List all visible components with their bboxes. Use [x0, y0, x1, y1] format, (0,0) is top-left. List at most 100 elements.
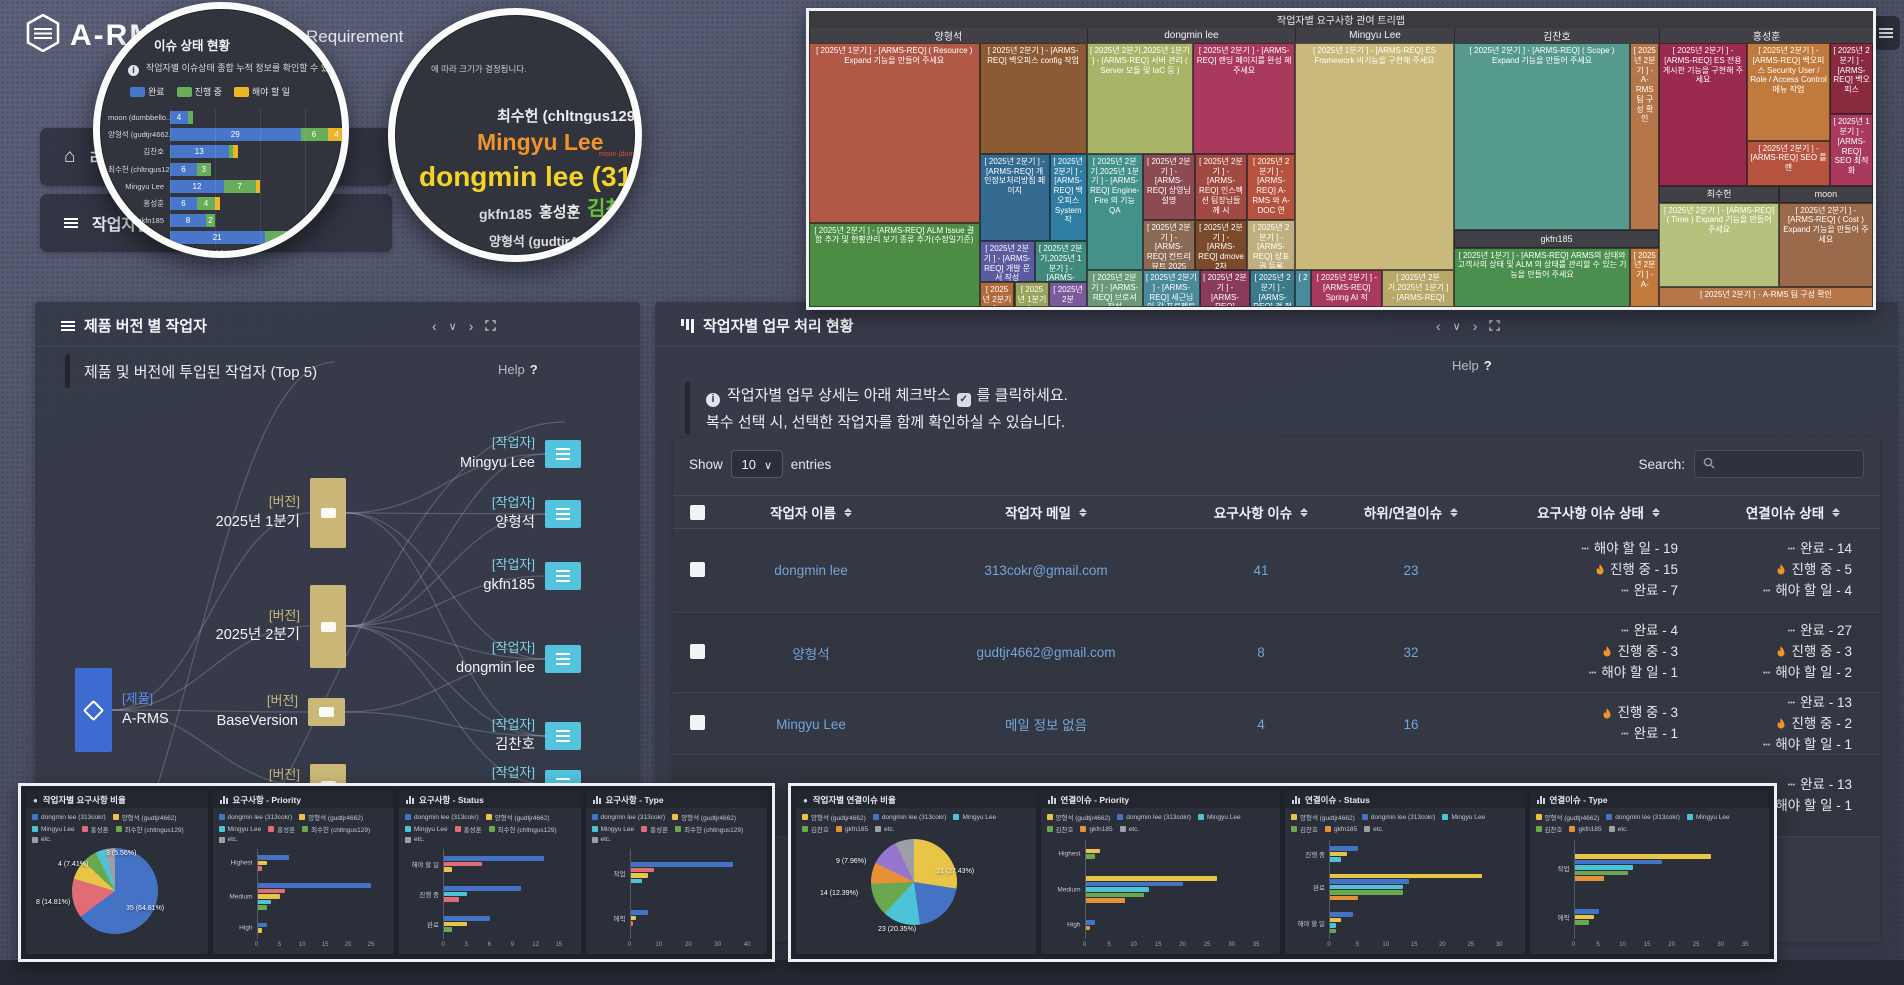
treemap-cell[interactable]: [ 2025년 1분기 ] - [ARMS-REQ] ARMS의 상태와 고객사…	[1453, 247, 1631, 307]
treemap-cell[interactable]: [ 2025년 2분기 ] - [ARMS-REQ] 인스펙션 팀장님들께 시	[1194, 153, 1248, 220]
worker-name-cell[interactable]: dongmin lee	[774, 563, 848, 578]
bar[interactable]	[1085, 881, 1184, 887]
treemap-cell[interactable]: [ 2025년 2분기 ] - [ARMS-REQ] 컨트리뷰트 2025 Op…	[1142, 219, 1195, 271]
row-checkbox[interactable]	[689, 715, 705, 731]
treemap-cell[interactable]: [ 2025년 1분기 ] - [ARMS-REQ] ES Framework …	[1295, 43, 1454, 271]
table-select-all[interactable]	[673, 504, 721, 520]
treemap-cell[interactable]: [ 2025년 2분	[1049, 281, 1087, 307]
treemap-cell[interactable]: [ 2025년 2분기 ] - [ARMS-REQ] ALM Issue 결함 …	[809, 222, 980, 307]
worker-node[interactable]	[545, 562, 581, 590]
row-checkbox[interactable]	[689, 643, 705, 659]
bar[interactable]	[444, 856, 544, 861]
bar[interactable]	[444, 891, 467, 897]
bar[interactable]	[630, 878, 643, 884]
bar[interactable]	[1085, 887, 1149, 892]
version-node[interactable]	[310, 478, 346, 548]
bar[interactable]	[1574, 859, 1663, 865]
worker-node[interactable]	[545, 722, 581, 750]
sort-icon[interactable]	[1450, 504, 1458, 521]
collapse-right-icon[interactable]	[469, 319, 474, 333]
bar[interactable]	[444, 861, 483, 867]
treemap-cell[interactable]: [ 2025년 2분기,2025년 1분기 ] - [ARMS-REQ] Eng…	[1034, 241, 1087, 282]
row-checkbox[interactable]	[689, 561, 705, 577]
bar[interactable]	[1330, 879, 1409, 884]
treemap-cell[interactable]: [ 2025년 2분기 ] - [ARMS-REQ] 상표권 등록	[1247, 219, 1296, 271]
bar[interactable]	[1330, 917, 1342, 922]
sort-icon[interactable]	[1832, 504, 1840, 521]
treemap-cell[interactable]: [ 2025년 2분기 ] - [ARMS-REQ] 랜딩 페이지를 완성 해 …	[1193, 43, 1296, 154]
bar[interactable]	[1330, 912, 1353, 917]
treemap-cell[interactable]: [ 2025년 2분기 ] - A-RMS 팀 구성 확인	[1630, 43, 1660, 231]
bar[interactable]	[630, 873, 648, 878]
bar[interactable]	[444, 921, 467, 927]
bar[interactable]	[1330, 857, 1342, 862]
bar[interactable]	[257, 905, 267, 910]
collapse-right-icon[interactable]	[1473, 319, 1478, 333]
table-header-col-1[interactable]: 작업자 메일	[901, 502, 1191, 522]
bar[interactable]	[1574, 854, 1712, 859]
bar[interactable]	[630, 910, 648, 915]
bar[interactable]	[257, 855, 290, 860]
bar[interactable]	[257, 899, 272, 905]
help-button[interactable]: Help?	[1452, 358, 1492, 373]
bar[interactable]	[444, 886, 521, 891]
bar[interactable]	[1574, 865, 1634, 870]
collapse-left-icon[interactable]	[1436, 319, 1441, 333]
bar[interactable]	[257, 883, 371, 888]
treemap-cell[interactable]: [ 2025년 2분기 ] - [ARMS-REQ] 브로셔 작성	[1086, 270, 1143, 307]
bar[interactable]	[1330, 884, 1404, 889]
bar[interactable]	[257, 866, 263, 871]
treemap-cell[interactable]: [ 2025년 2분기 ] - A-	[1630, 247, 1660, 307]
bar[interactable]	[257, 922, 267, 928]
help-button[interactable]: Help?	[498, 362, 538, 377]
treemap-cell[interactable]: [ 2025년 2분기 ] - [ARMS-REQ] 백오피스	[1830, 43, 1873, 115]
bar[interactable]	[257, 860, 267, 866]
nav-item-requirement[interactable]: Requirement	[306, 27, 404, 46]
bar[interactable]	[1330, 923, 1336, 928]
pie-chart[interactable]	[71, 848, 158, 934]
treemap-cell[interactable]: [ 2025년 2분기 ] - [ARMS-REQ] 격 정책 업	[1249, 270, 1296, 307]
bar[interactable]	[1085, 898, 1125, 903]
treemap-cell[interactable]: [ 2025년 2분기 ] - [ARMS-REQ] dmove 2차	[1194, 219, 1248, 271]
wordcloud-word[interactable]: 김찬호	[587, 198, 642, 220]
collapse-left-icon[interactable]	[432, 319, 437, 333]
treemap-cell[interactable]: [ 2025년 2분기 ] - [ARMS-REQ] 백오피스 System 작	[1049, 153, 1087, 241]
worker-name-cell[interactable]: Mingyu Lee	[776, 716, 846, 732]
treemap-cell[interactable]: [ 2025년 2분기 ] - [ARMS-REQ] ES 전용 게시판 기능을…	[1659, 43, 1747, 186]
table-row[interactable]: 양형석 gudtjr4662@gmail.com 8 32 ••• 완료 - 4 진행 중 …	[673, 613, 1880, 693]
treemap-cell[interactable]: [ 2025년 2분기,2025년 1분기 ] - [ARMS-REQ] Eng…	[1086, 153, 1143, 271]
bar[interactable]	[1330, 928, 1336, 933]
bar[interactable]	[1085, 892, 1145, 898]
table-header-col-5[interactable]: 연결이슈 상태	[1706, 502, 1880, 522]
treemap-cell[interactable]: [ 2025년 2분기 ] - [ARMS-REQ] dmove 1차 컨퍼런스…	[1199, 270, 1250, 307]
bar[interactable]	[1085, 920, 1096, 925]
bar[interactable]	[1574, 870, 1629, 876]
treemap-subgroup-header[interactable]: gkfn185	[1453, 230, 1660, 248]
bar[interactable]	[1330, 890, 1404, 895]
version-node[interactable]	[308, 698, 345, 726]
treemap-subgroup-header[interactable]: moon	[1778, 185, 1873, 203]
table-row[interactable]: Mingyu Lee 메일 정보 없음 4 16 진행 중 - 3 ••• 완료 - 1 ••…	[673, 693, 1880, 755]
treemap-cell[interactable]: [ 2025년 2분기 ] - [ARMS-REQ] A-RMS 와 A-DOC…	[1247, 153, 1296, 220]
treemap-cell[interactable]: [ 2025년 2분기 ] - [ARMS-REQ] 개인정보처리방침 페이지	[979, 153, 1050, 241]
version-node[interactable]	[310, 585, 346, 668]
bar[interactable]	[1085, 848, 1101, 854]
treemap-cell[interactable]: [ 2025년 2분기,2025년 1분기 ] - [ARMS-REQ]	[1382, 270, 1454, 307]
treemap-cell[interactable]: [ 2025년 2분기 ] - [ARMS-REQ] 상영님 설명	[1142, 153, 1195, 220]
bar[interactable]	[1574, 920, 1590, 925]
treemap-group-header[interactable]: dongmin lee	[1086, 28, 1296, 43]
treemap-cell[interactable]: [ 2025년 2분기 ] - [ARMS-REQ] ( Cost ) Expa…	[1778, 202, 1873, 288]
bar[interactable]	[630, 867, 654, 873]
sort-icon[interactable]	[1079, 504, 1087, 521]
table-header-col-4[interactable]: 요구사항 이슈 상태	[1491, 502, 1706, 522]
bar[interactable]	[444, 867, 452, 872]
bar[interactable]	[1330, 846, 1359, 851]
table-header-col-3[interactable]: 하위/연결이슈	[1331, 502, 1491, 522]
treemap-cell[interactable]: [ 2025년 2분기 ] - [ARMS-REQ] 백오피스 Security…	[1746, 43, 1831, 141]
bar[interactable]	[257, 928, 263, 933]
table-header-col-0[interactable]: 작업자 이름	[721, 502, 901, 522]
treemap-cell[interactable]: [ 2025년 2분기 ] - [ARMS-REQ] ( Time ) Expa…	[1659, 202, 1779, 288]
bar[interactable]	[1574, 909, 1599, 914]
wordcloud-word[interactable]: dongmin lee (313cokr)	[419, 161, 635, 192]
table-header-col-2[interactable]: 요구사항 이슈	[1191, 502, 1331, 522]
